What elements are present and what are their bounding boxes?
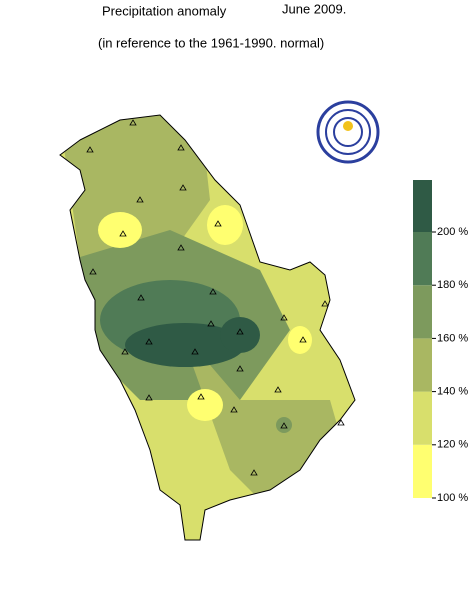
- legend-swatch: [413, 391, 432, 445]
- country-border: [59, 114, 356, 541]
- anomaly-map: [60, 115, 355, 540]
- date: June 2009.: [282, 1, 346, 16]
- legend-label: 180 %: [437, 279, 468, 291]
- logo: [316, 100, 380, 164]
- legend-swatch: [413, 338, 432, 392]
- title: Precipitation anomaly: [102, 3, 227, 18]
- legend-label: 100 %: [437, 492, 468, 504]
- stations: [86, 119, 345, 476]
- legend-swatch: [413, 232, 432, 286]
- legend-swatch: [413, 444, 432, 498]
- legend-label: 140 %: [437, 386, 468, 398]
- legend-label: 120 %: [437, 439, 468, 451]
- subtitle: (in reference to the 1961-1990. normal): [98, 35, 324, 50]
- legend-swatch: [413, 285, 432, 339]
- legend-swatch: [413, 180, 432, 232]
- legend: 100 % 120 % 140 % 160 % 180 % 200 %: [413, 180, 468, 504]
- legend-label: 200 %: [437, 226, 468, 238]
- legend-label: 160 %: [437, 332, 468, 344]
